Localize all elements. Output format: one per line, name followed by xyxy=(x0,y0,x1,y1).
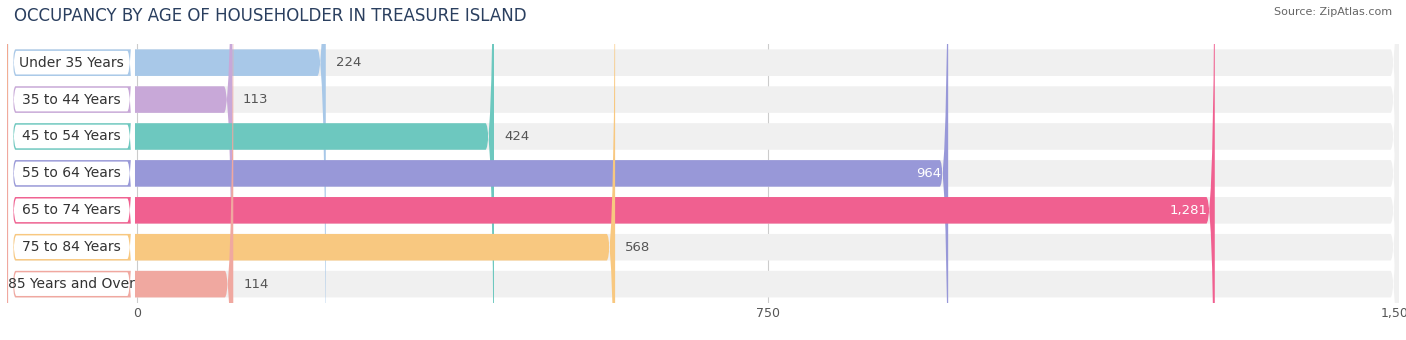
Text: Under 35 Years: Under 35 Years xyxy=(20,56,124,70)
FancyBboxPatch shape xyxy=(7,0,948,340)
FancyBboxPatch shape xyxy=(7,0,1399,340)
FancyBboxPatch shape xyxy=(7,0,232,340)
FancyBboxPatch shape xyxy=(7,0,1399,340)
FancyBboxPatch shape xyxy=(7,0,1399,340)
FancyBboxPatch shape xyxy=(8,0,135,340)
FancyBboxPatch shape xyxy=(7,0,233,340)
Text: 45 to 54 Years: 45 to 54 Years xyxy=(22,130,121,143)
FancyBboxPatch shape xyxy=(7,0,614,340)
FancyBboxPatch shape xyxy=(8,0,135,340)
Text: 85 Years and Over: 85 Years and Over xyxy=(8,277,135,291)
Text: 65 to 74 Years: 65 to 74 Years xyxy=(22,203,121,217)
FancyBboxPatch shape xyxy=(7,0,494,340)
FancyBboxPatch shape xyxy=(7,0,1399,340)
FancyBboxPatch shape xyxy=(7,0,1399,340)
FancyBboxPatch shape xyxy=(8,0,135,340)
FancyBboxPatch shape xyxy=(7,0,1399,340)
Text: 964: 964 xyxy=(917,167,942,180)
FancyBboxPatch shape xyxy=(8,0,135,340)
FancyBboxPatch shape xyxy=(7,0,1399,340)
Text: 1,281: 1,281 xyxy=(1170,204,1208,217)
FancyBboxPatch shape xyxy=(7,0,1215,340)
Text: 224: 224 xyxy=(336,56,361,69)
Text: 114: 114 xyxy=(243,278,269,291)
Text: 113: 113 xyxy=(242,93,269,106)
FancyBboxPatch shape xyxy=(8,0,135,340)
Text: 424: 424 xyxy=(505,130,529,143)
Text: 75 to 84 Years: 75 to 84 Years xyxy=(22,240,121,254)
Text: Source: ZipAtlas.com: Source: ZipAtlas.com xyxy=(1274,7,1392,17)
Text: 55 to 64 Years: 55 to 64 Years xyxy=(22,166,121,181)
FancyBboxPatch shape xyxy=(8,0,135,340)
Text: OCCUPANCY BY AGE OF HOUSEHOLDER IN TREASURE ISLAND: OCCUPANCY BY AGE OF HOUSEHOLDER IN TREAS… xyxy=(14,7,527,25)
FancyBboxPatch shape xyxy=(8,0,135,340)
FancyBboxPatch shape xyxy=(7,0,326,340)
Text: 35 to 44 Years: 35 to 44 Years xyxy=(22,92,121,106)
Text: 568: 568 xyxy=(626,241,651,254)
